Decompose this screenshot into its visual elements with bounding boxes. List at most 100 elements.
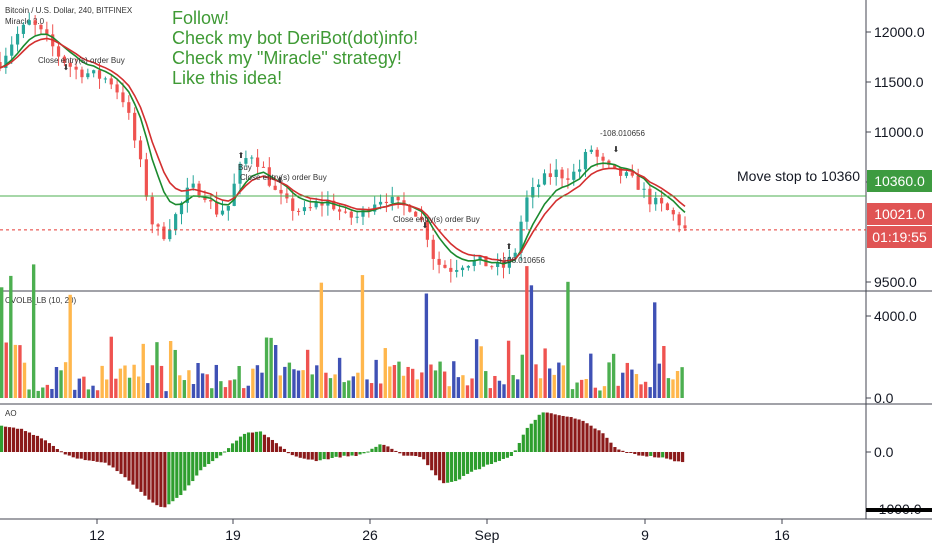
- volume-bar: [374, 359, 378, 398]
- candle: [86, 73, 90, 78]
- volume-bar: [452, 361, 456, 398]
- volume-bar: [420, 372, 424, 398]
- ao-bar: [139, 452, 143, 492]
- volume-bar: [305, 349, 310, 398]
- candle: [133, 112, 137, 141]
- volume-bar: [442, 371, 447, 398]
- volume-bar: [657, 363, 661, 398]
- candle: [68, 62, 72, 67]
- ao-bar: [613, 447, 617, 452]
- ao-bar: [418, 452, 422, 457]
- ao-bar: [350, 452, 354, 456]
- volume-bar: [114, 378, 118, 398]
- candle: [677, 214, 681, 226]
- ao-bar: [314, 452, 318, 462]
- strategy-annotation: Buy: [238, 163, 252, 172]
- candle: [460, 267, 465, 271]
- note-line: Follow!: [172, 8, 230, 28]
- volume-bar: [296, 370, 301, 398]
- ao-bar: [199, 452, 203, 471]
- candle: [589, 149, 593, 152]
- candle: [27, 20, 31, 25]
- ao-bar: [35, 435, 40, 452]
- ao-bar: [406, 452, 410, 456]
- candle: [45, 29, 49, 35]
- volume-bar: [369, 383, 374, 398]
- candle: [501, 261, 506, 268]
- volume-bar: [237, 366, 241, 398]
- candle: [185, 187, 189, 203]
- note-line: Check my bot DeriBot(dot)info!: [172, 28, 419, 48]
- volume-bar: [584, 379, 588, 398]
- ao-bar: [95, 452, 99, 462]
- candle: [419, 216, 424, 221]
- volume-bar: [22, 362, 27, 398]
- candle: [630, 172, 634, 176]
- volume-bar: [210, 388, 214, 398]
- candle: [332, 200, 336, 210]
- indicator-name: Miracle 3.0: [5, 17, 45, 26]
- ao-bar: [63, 452, 67, 455]
- ao-bar: [27, 432, 32, 452]
- ao-bar: [597, 430, 601, 452]
- volume-bar: [27, 389, 31, 398]
- ao-bar: [525, 427, 529, 452]
- ao-bar: [238, 436, 243, 452]
- volume-bar: [168, 341, 173, 398]
- ao-bar: [390, 448, 394, 452]
- volume-bar: [155, 342, 159, 398]
- ao-bar: [457, 452, 462, 480]
- volume-bar: [36, 390, 40, 398]
- candle: [613, 164, 617, 168]
- candle: [103, 78, 107, 80]
- ao-bar: [509, 452, 513, 456]
- volume-bar: [246, 385, 250, 398]
- candle: [15, 33, 20, 45]
- candle: [244, 158, 248, 164]
- volume-bar: [4, 342, 8, 398]
- candle: [519, 221, 523, 253]
- ao-bar: [135, 452, 139, 489]
- sell-arrow-icon: ⬇: [63, 63, 70, 72]
- candle: [466, 265, 470, 268]
- volume-bar: [543, 348, 547, 398]
- volume-bar: [18, 345, 22, 398]
- y-tick-label: 9500.0: [874, 274, 917, 290]
- ao-bar: [549, 413, 553, 452]
- candle: [659, 197, 664, 204]
- volume-bar: [347, 380, 351, 398]
- candle: [337, 209, 342, 212]
- ao-bar: [183, 452, 187, 491]
- candle: [0, 62, 2, 68]
- candle: [74, 66, 78, 70]
- candle: [578, 169, 582, 172]
- candle: [378, 201, 383, 205]
- volume-bar: [516, 379, 520, 398]
- candle: [384, 201, 389, 204]
- x-tick-label: 16: [774, 527, 790, 543]
- ao-bar: [203, 452, 207, 467]
- ao-bar: [262, 434, 267, 452]
- buy-arrow-icon: ⬆: [506, 242, 513, 251]
- ao-bar: [589, 425, 593, 452]
- candle: [291, 198, 295, 211]
- volume-bar: [662, 345, 666, 398]
- ao-bar: [354, 452, 358, 456]
- ao-bar: [621, 450, 625, 452]
- ao-bar: [585, 423, 589, 452]
- volume-bar: [625, 362, 629, 398]
- ao-bar: [195, 452, 199, 476]
- ao-bar: [3, 426, 8, 452]
- candle: [449, 267, 453, 272]
- ao-bar: [155, 452, 159, 506]
- volume-bar: [95, 390, 100, 398]
- ao-bar: [414, 452, 418, 457]
- ao-bar: [334, 452, 338, 457]
- candle: [361, 210, 365, 217]
- volume-bar: [474, 339, 479, 398]
- ao-bar: [286, 452, 290, 454]
- volume-bar: [493, 375, 497, 398]
- candle: [273, 185, 277, 190]
- ao-bar: [254, 431, 259, 452]
- volume-bar: [146, 383, 150, 398]
